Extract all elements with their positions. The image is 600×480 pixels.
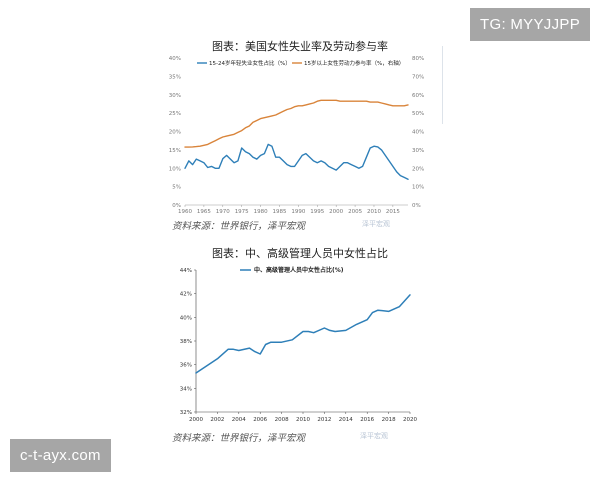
chart2-y-tick: 36% — [180, 363, 192, 369]
chart1-y-right-tick: 30% — [412, 148, 424, 154]
chart1-x-tick: 1980 — [254, 209, 268, 215]
chart1-y-right-tick: 60% — [412, 93, 424, 99]
watermark-tg: TG: MYYJJPP — [470, 8, 590, 41]
chart1-series-line-0 — [184, 143, 409, 181]
chart2-title: 图表：中、高级管理人员中女性占比 — [212, 247, 388, 260]
chart2-x-tick: 2000 — [189, 417, 203, 423]
chart1-x-tick: 1965 — [197, 209, 211, 215]
chart1-title: 图表：美国女性失业率及劳动参与率 — [212, 40, 388, 53]
chart2-y-tick: 38% — [180, 339, 192, 345]
chart2-x-tick: 2014 — [339, 417, 353, 423]
chart2-x-tick: 2012 — [317, 417, 331, 423]
chart2-x-tick: 2020 — [403, 417, 417, 423]
chart1-x-tick: 2000 — [329, 209, 343, 215]
chart1-y-right-tick: 50% — [412, 111, 424, 117]
chart1-y-right-tick: 80% — [412, 56, 424, 62]
chart2-y-tick: 42% — [180, 292, 192, 298]
chart1-x-tick: 2010 — [367, 209, 381, 215]
chart2-x-tick: 2018 — [382, 417, 396, 423]
chart1-y-right-tick: 10% — [412, 185, 424, 191]
chart2-x-tick: 2016 — [360, 417, 374, 423]
chart1-y-left-tick: 15% — [169, 148, 181, 154]
chart2-series-line-0 — [195, 294, 411, 374]
logo-mark: 泽平宏观 — [362, 220, 390, 228]
chart1-series-line-1 — [184, 99, 409, 148]
chart1-x-tick: 1990 — [291, 209, 305, 215]
watermark-site: c-t-ayx.com — [10, 439, 111, 472]
chart1-x-tick: 1960 — [178, 209, 192, 215]
chart2-source: 资料来源：世界银行，泽平宏观 — [172, 433, 306, 444]
chart2-x-tick: 2002 — [210, 417, 224, 423]
chart1-y-left-tick: 40% — [169, 56, 181, 62]
chart2-y-tick: 34% — [180, 386, 192, 392]
chart2-legend-label: 中、高级管理人员中女性占比(%) — [254, 266, 344, 274]
chart1-y-left-tick: 35% — [169, 74, 181, 80]
chart1-x-tick: 1985 — [272, 209, 286, 215]
chart1-legend-label: 15岁以上女性劳动力参与率（%，右轴） — [304, 59, 404, 67]
chart2-x-tick: 2010 — [296, 417, 310, 423]
chart1-source: 资料来源：世界银行，泽平宏观 — [172, 221, 306, 232]
chart1-y-right-tick: 0% — [412, 203, 421, 209]
chart1-y-left-tick: 10% — [169, 166, 181, 172]
chart1-y-right-tick: 20% — [412, 166, 424, 172]
chart1-y-right-tick: 70% — [412, 74, 424, 80]
chart1-x-tick: 1970 — [216, 209, 230, 215]
chart1-y-right-tick: 40% — [412, 130, 424, 136]
chart2-y-tick: 40% — [180, 315, 192, 321]
chart1-y-left-tick: 30% — [169, 93, 181, 99]
chart1-y-left-tick: 25% — [169, 111, 181, 117]
chart1-x-tick: 1995 — [310, 209, 324, 215]
divider — [442, 46, 443, 124]
chart1-y-left-tick: 20% — [169, 130, 181, 136]
chart1-y-left-tick: 0% — [172, 203, 181, 209]
chart2-y-tick: 44% — [180, 268, 192, 274]
chart1-x-tick: 2005 — [348, 209, 362, 215]
chart2-x-tick: 2008 — [275, 417, 289, 423]
chart2-x-tick: 2006 — [253, 417, 267, 423]
chart2-x-tick: 2004 — [232, 417, 246, 423]
chart1-x-tick: 1975 — [235, 209, 249, 215]
chart1-x-tick: 2015 — [386, 209, 400, 215]
chart1-legend-label: 15-24岁年轻失业女性占比（%） — [209, 59, 291, 67]
logo-mark: 泽平宏观 — [360, 432, 388, 440]
chart1-y-left-tick: 5% — [172, 185, 181, 191]
chart2-y-tick: 32% — [180, 410, 192, 416]
